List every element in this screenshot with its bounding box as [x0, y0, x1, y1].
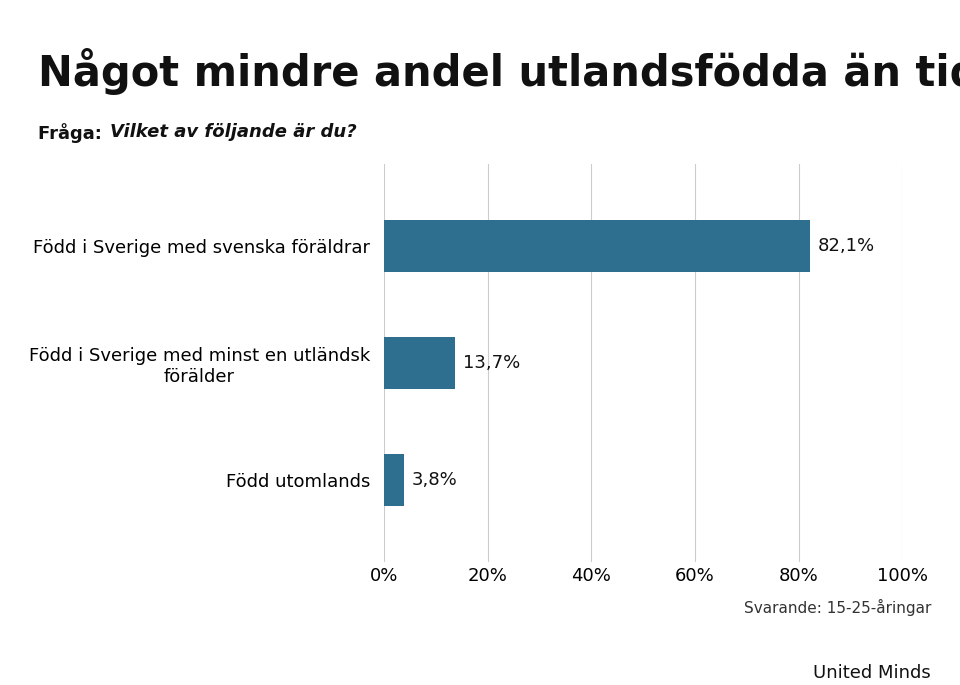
Text: Svarande: 15-25-åringar: Svarande: 15-25-åringar [744, 599, 931, 616]
Text: United Minds: United Minds [813, 664, 931, 682]
Text: 3,8%: 3,8% [412, 471, 457, 489]
Bar [384, 220, 809, 273]
Text: Något mindre andel utlandsfödda än tidigare: Något mindre andel utlandsfödda än tidig… [38, 48, 960, 95]
Text: Vilket av följande är du?: Vilket av följande är du? [110, 123, 357, 141]
Text: Fråga:: Fråga: [38, 123, 108, 143]
Bar [384, 337, 455, 389]
Bar [384, 453, 404, 506]
Text: 13,7%: 13,7% [463, 354, 520, 372]
Text: 82,1%: 82,1% [817, 237, 875, 256]
